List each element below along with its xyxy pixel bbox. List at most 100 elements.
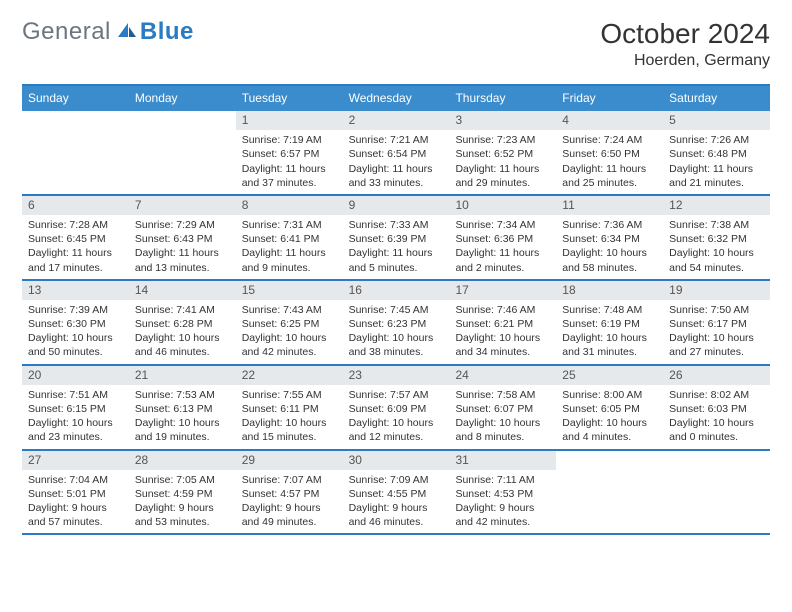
day-line: Sunset: 6:36 PM (455, 232, 550, 246)
day-line: and 2 minutes. (455, 261, 550, 275)
day-line: Daylight: 11 hours (28, 246, 123, 260)
day-cell: 27Sunrise: 7:04 AMSunset: 5:01 PMDayligh… (22, 451, 129, 534)
day-body: Sunrise: 7:33 AMSunset: 6:39 PMDaylight:… (343, 215, 450, 279)
day-number: 27 (22, 451, 129, 470)
day-line: Daylight: 9 hours (349, 501, 444, 515)
month-title: October 2024 (600, 18, 770, 50)
week-row: 1Sunrise: 7:19 AMSunset: 6:57 PMDaylight… (22, 111, 770, 196)
day-line: Sunrise: 8:02 AM (669, 388, 764, 402)
day-line: and 33 minutes. (349, 176, 444, 190)
day-line: Sunset: 6:07 PM (455, 402, 550, 416)
day-line: Daylight: 9 hours (455, 501, 550, 515)
day-line: Sunrise: 7:04 AM (28, 473, 123, 487)
day-body: Sunrise: 7:26 AMSunset: 6:48 PMDaylight:… (663, 130, 770, 194)
day-line: Daylight: 10 hours (349, 331, 444, 345)
day-line: Daylight: 11 hours (669, 162, 764, 176)
day-body: Sunrise: 7:19 AMSunset: 6:57 PMDaylight:… (236, 130, 343, 194)
day-cell: 26Sunrise: 8:02 AMSunset: 6:03 PMDayligh… (663, 366, 770, 449)
day-number: 21 (129, 366, 236, 385)
day-line: Sunset: 4:59 PM (135, 487, 230, 501)
day-cell: 29Sunrise: 7:07 AMSunset: 4:57 PMDayligh… (236, 451, 343, 534)
day-body: Sunrise: 7:55 AMSunset: 6:11 PMDaylight:… (236, 385, 343, 449)
day-line: Sunset: 6:19 PM (562, 317, 657, 331)
day-cell: 8Sunrise: 7:31 AMSunset: 6:41 PMDaylight… (236, 196, 343, 279)
day-line: Sunset: 6:54 PM (349, 147, 444, 161)
day-line: Sunrise: 7:48 AM (562, 303, 657, 317)
day-line: Sunrise: 7:36 AM (562, 218, 657, 232)
day-cell: 22Sunrise: 7:55 AMSunset: 6:11 PMDayligh… (236, 366, 343, 449)
day-cell: 25Sunrise: 8:00 AMSunset: 6:05 PMDayligh… (556, 366, 663, 449)
day-cell (129, 111, 236, 194)
day-number: 4 (556, 111, 663, 130)
day-number: 15 (236, 281, 343, 300)
day-line: Sunset: 6:13 PM (135, 402, 230, 416)
day-cell: 11Sunrise: 7:36 AMSunset: 6:34 PMDayligh… (556, 196, 663, 279)
day-line: Sunrise: 7:51 AM (28, 388, 123, 402)
day-number: 14 (129, 281, 236, 300)
day-line: Daylight: 10 hours (135, 331, 230, 345)
day-line: Sunset: 6:39 PM (349, 232, 444, 246)
day-line: Daylight: 10 hours (562, 246, 657, 260)
day-line: and 42 minutes. (242, 345, 337, 359)
day-line: and 57 minutes. (28, 515, 123, 529)
day-line: Sunrise: 7:11 AM (455, 473, 550, 487)
day-line: Sunset: 6:23 PM (349, 317, 444, 331)
day-number: 6 (22, 196, 129, 215)
day-cell: 15Sunrise: 7:43 AMSunset: 6:25 PMDayligh… (236, 281, 343, 364)
day-line: Sunset: 6:52 PM (455, 147, 550, 161)
day-header: Tuesday (236, 86, 343, 111)
day-body: Sunrise: 7:21 AMSunset: 6:54 PMDaylight:… (343, 130, 450, 194)
day-number: 7 (129, 196, 236, 215)
day-line: Daylight: 10 hours (455, 416, 550, 430)
day-line: Sunset: 6:05 PM (562, 402, 657, 416)
day-line: and 9 minutes. (242, 261, 337, 275)
location: Hoerden, Germany (600, 52, 770, 70)
day-cell: 30Sunrise: 7:09 AMSunset: 4:55 PMDayligh… (343, 451, 450, 534)
week-row: 20Sunrise: 7:51 AMSunset: 6:15 PMDayligh… (22, 366, 770, 451)
day-line: Sunrise: 7:24 AM (562, 133, 657, 147)
day-line: Daylight: 10 hours (135, 416, 230, 430)
day-line: Sunrise: 7:33 AM (349, 218, 444, 232)
day-line: Daylight: 10 hours (669, 246, 764, 260)
day-number: 1 (236, 111, 343, 130)
day-line: Sunset: 6:28 PM (135, 317, 230, 331)
day-line: Daylight: 9 hours (242, 501, 337, 515)
day-line: Sunset: 6:45 PM (28, 232, 123, 246)
day-body: Sunrise: 8:02 AMSunset: 6:03 PMDaylight:… (663, 385, 770, 449)
day-cell: 10Sunrise: 7:34 AMSunset: 6:36 PMDayligh… (449, 196, 556, 279)
day-body: Sunrise: 8:00 AMSunset: 6:05 PMDaylight:… (556, 385, 663, 449)
day-header: Thursday (449, 86, 556, 111)
day-line: Sunset: 6:43 PM (135, 232, 230, 246)
day-line: and 13 minutes. (135, 261, 230, 275)
week-row: 6Sunrise: 7:28 AMSunset: 6:45 PMDaylight… (22, 196, 770, 281)
day-cell: 7Sunrise: 7:29 AMSunset: 6:43 PMDaylight… (129, 196, 236, 279)
day-line: and 50 minutes. (28, 345, 123, 359)
day-number: 11 (556, 196, 663, 215)
day-cell: 1Sunrise: 7:19 AMSunset: 6:57 PMDaylight… (236, 111, 343, 194)
day-body: Sunrise: 7:50 AMSunset: 6:17 PMDaylight:… (663, 300, 770, 364)
day-body: Sunrise: 7:38 AMSunset: 6:32 PMDaylight:… (663, 215, 770, 279)
day-header: Friday (556, 86, 663, 111)
day-number: 31 (449, 451, 556, 470)
day-line: and 27 minutes. (669, 345, 764, 359)
day-body: Sunrise: 7:57 AMSunset: 6:09 PMDaylight:… (343, 385, 450, 449)
day-number: 18 (556, 281, 663, 300)
day-line: and 0 minutes. (669, 430, 764, 444)
day-line: Sunrise: 8:00 AM (562, 388, 657, 402)
sail-icon (116, 21, 138, 44)
day-number: 5 (663, 111, 770, 130)
day-cell: 17Sunrise: 7:46 AMSunset: 6:21 PMDayligh… (449, 281, 556, 364)
logo: General Blue (22, 18, 194, 46)
logo-text-blue: Blue (140, 18, 194, 46)
day-number: 24 (449, 366, 556, 385)
day-line: Sunrise: 7:41 AM (135, 303, 230, 317)
day-number: 12 (663, 196, 770, 215)
day-number: 17 (449, 281, 556, 300)
day-body: Sunrise: 7:48 AMSunset: 6:19 PMDaylight:… (556, 300, 663, 364)
day-line: Sunrise: 7:26 AM (669, 133, 764, 147)
day-line: Sunset: 5:01 PM (28, 487, 123, 501)
day-line: and 46 minutes. (349, 515, 444, 529)
day-header: Sunday (22, 86, 129, 111)
day-number: 9 (343, 196, 450, 215)
day-line: and 42 minutes. (455, 515, 550, 529)
